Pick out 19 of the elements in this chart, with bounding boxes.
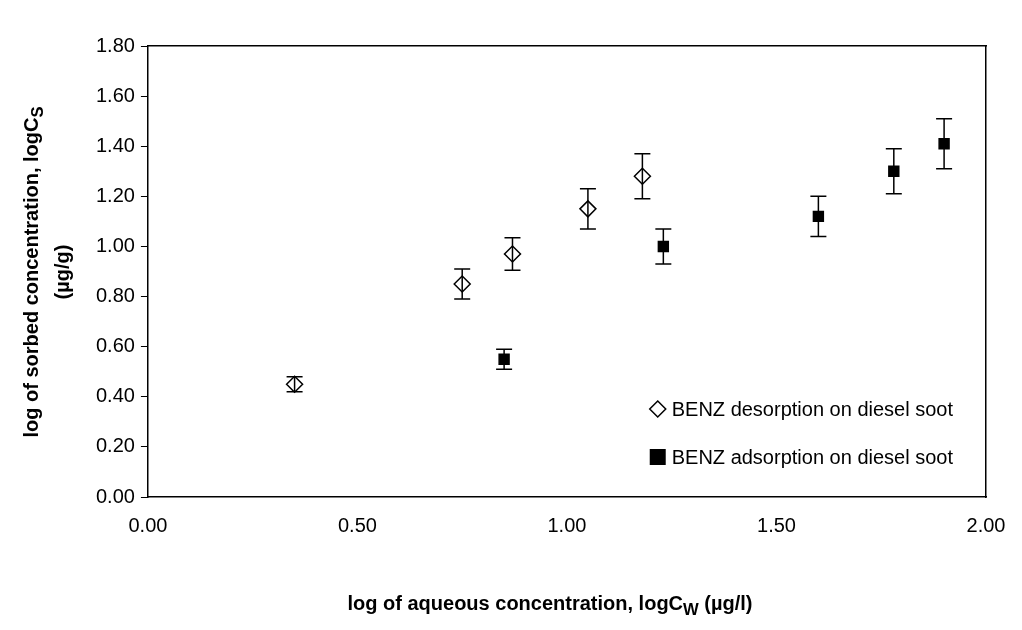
x-tick-label: 2.00 (966, 513, 1006, 536)
y-tick-label: 1.40 (95, 133, 135, 156)
y-tick-label: 0.20 (95, 434, 135, 457)
point (498, 353, 510, 365)
y-tick-label: 0.40 (95, 384, 135, 407)
x-axis-title: log of aqueous concentration, logC$_{W}$ (µg/l) (346, 592, 754, 620)
x-tick-label: 1.50 (757, 513, 796, 536)
x-tick-label: 0.50 (337, 513, 377, 536)
y-tick-label: 1.60 (95, 83, 135, 106)
y-tick-label: 1.80 (95, 33, 135, 56)
y-tick-label: 1.00 (95, 233, 135, 256)
y-tick-label: 0.80 (95, 284, 135, 307)
x-tick-label: 0.00 (128, 513, 168, 536)
legend-label: BENZ desorption on diesel soot (671, 397, 954, 420)
legend-label: BENZ adsorption on diesel soot (671, 445, 954, 468)
y-tick-label: 0.00 (95, 484, 135, 507)
y-tick-label: 1.20 (95, 183, 135, 206)
x-tick-label: 1.00 (547, 513, 587, 536)
y-tick-label: 0.60 (95, 334, 135, 357)
